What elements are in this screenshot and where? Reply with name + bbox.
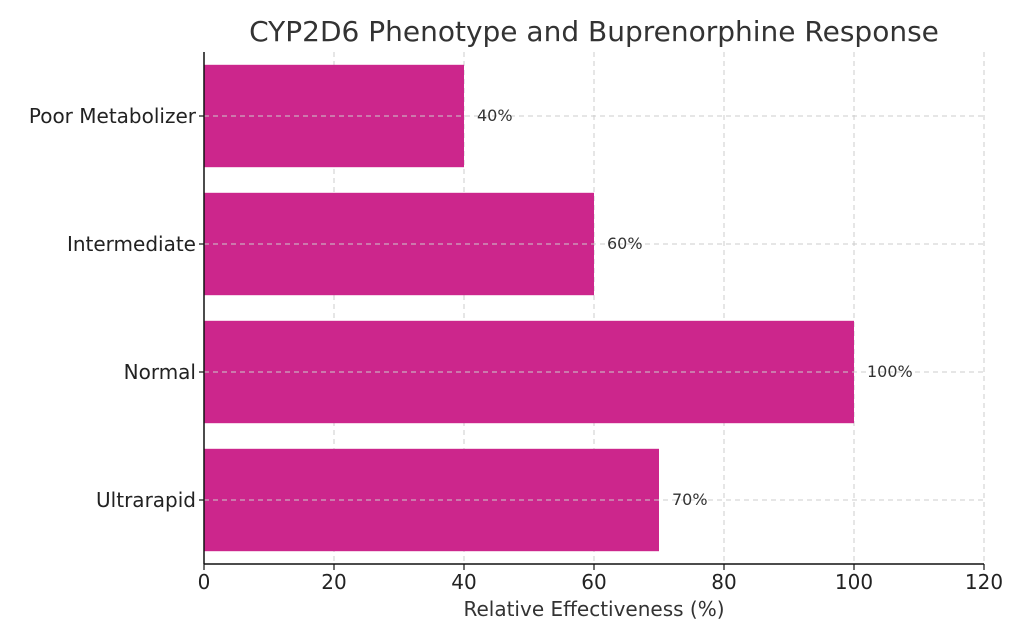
x-tick-label: 80 xyxy=(711,570,736,594)
data-label: 40% xyxy=(477,106,513,125)
data-label: 60% xyxy=(607,234,643,253)
category-label: Poor Metabolizer xyxy=(29,104,197,128)
axis-layer: Poor Metabolizer Intermediate Normal Ultrar… xyxy=(29,52,1003,594)
x-tick-label: 0 xyxy=(198,570,211,594)
x-tick-label: 40 xyxy=(451,570,476,594)
category-label: Ultrarapid xyxy=(96,488,196,512)
x-tick-label: 120 xyxy=(965,570,1003,594)
x-tick-label: 20 xyxy=(321,570,346,594)
bar-layer: 40% 60% 100% 70% xyxy=(204,64,984,552)
category-label: Normal xyxy=(124,360,196,384)
x-tick-label: 100 xyxy=(835,570,873,594)
chart-title: CYP2D6 Phenotype and Buprenorphine Respo… xyxy=(249,15,939,48)
data-label: 100% xyxy=(867,362,913,381)
data-label: 70% xyxy=(672,490,708,509)
x-tick-label: 60 xyxy=(581,570,606,594)
x-axis-label: Relative Effectiveness (%) xyxy=(463,597,724,621)
category-label: Intermediate xyxy=(67,232,196,256)
